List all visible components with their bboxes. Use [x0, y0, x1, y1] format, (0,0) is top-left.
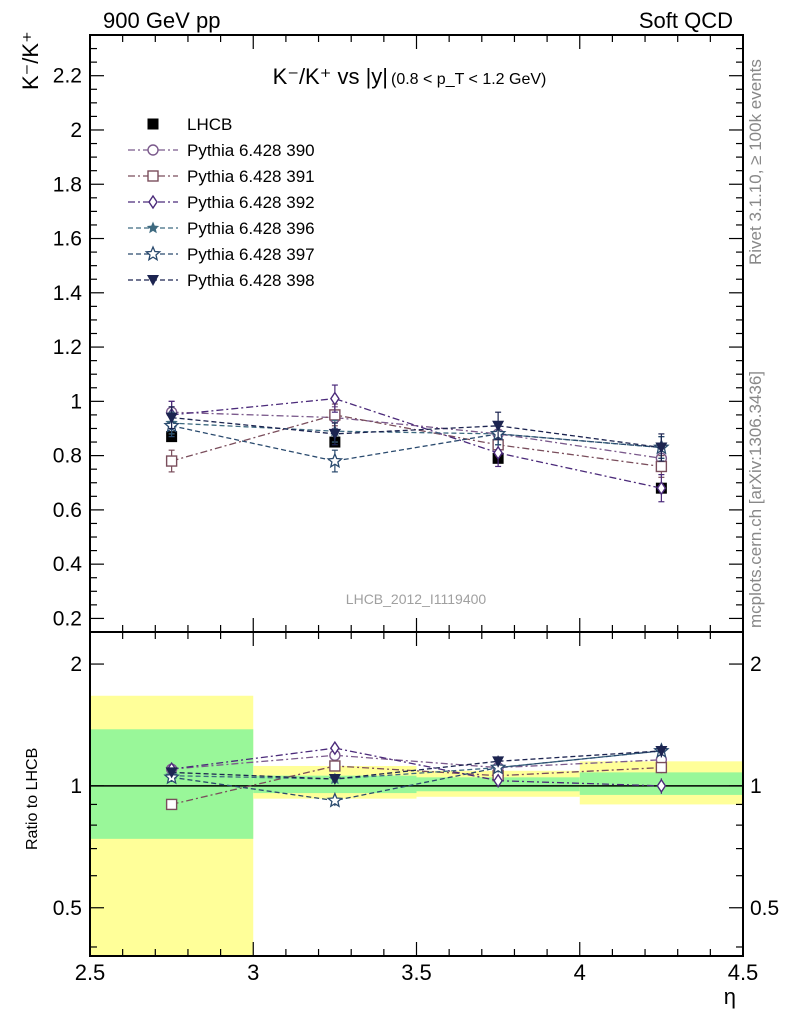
y-tick-label: 0.2	[53, 607, 82, 630]
ratio-point	[656, 778, 667, 794]
ratio-series-line	[171, 750, 662, 802]
x-tick-label: 3.5	[401, 960, 432, 985]
y-axis-title: K⁻/K⁺	[18, 31, 43, 90]
series-point	[655, 460, 668, 473]
series-line	[171, 416, 662, 449]
legend: LHCB Pythia 6.428 390 Pythia 6.428 391 Pyth…	[128, 115, 315, 290]
x-tick-label: 4	[574, 960, 586, 985]
header-right-label: Soft QCD	[639, 8, 733, 33]
series-point	[165, 455, 178, 467]
y-tick-label: 0.6	[53, 499, 82, 522]
ratio-point	[165, 798, 178, 811]
series-line	[171, 411, 662, 459]
series-point	[330, 391, 340, 406]
ratio-series-line	[171, 754, 662, 770]
ratio-point	[330, 740, 340, 756]
ratio-y-tick-label-right: 2	[750, 653, 762, 676]
ratio-point	[492, 756, 505, 768]
ratio-point	[326, 791, 344, 808]
y-tick-label: 1.8	[53, 173, 82, 196]
legend-marker	[146, 221, 160, 234]
main-marks	[163, 384, 670, 503]
x-tick-label: 2.5	[75, 960, 106, 985]
ratio-y-axis-title: Ratio to LHCB	[24, 748, 41, 850]
y-tick-label: 1.6	[53, 228, 82, 251]
series-point	[656, 480, 667, 496]
legend-label: Pythia 6.428 397	[187, 245, 315, 264]
y-tick-label: 0.4	[53, 553, 83, 576]
y-tick-label: 2	[70, 119, 82, 142]
y-tick-label: 1.4	[53, 282, 83, 305]
series-point	[492, 420, 505, 432]
ratio-panel: Ratio to LHCB η	[24, 631, 744, 1009]
ratio-series-line	[171, 750, 662, 780]
ratio-marks	[90, 695, 743, 956]
x-tick-label: 4.5	[728, 960, 759, 985]
series-line	[171, 397, 662, 489]
header-left-label: 900 GeV pp	[103, 8, 220, 33]
side-label-bottom: mcplots.cern.ch [arXiv:1306.3436]	[746, 371, 765, 628]
series-line	[171, 414, 662, 468]
ratio-point	[328, 774, 341, 786]
legend-marker	[148, 194, 158, 210]
ratio-y-tick-label-right: 0.5	[750, 897, 779, 920]
series-point	[655, 442, 668, 454]
y-tick-label: 1.2	[53, 336, 82, 359]
legend-label: Pythia 6.428 391	[187, 167, 315, 186]
ratio-series-line	[171, 750, 662, 780]
x-axis-title: η	[724, 984, 736, 1009]
ratio-point	[165, 767, 178, 779]
legend-marker	[147, 275, 159, 286]
series-point	[328, 428, 341, 440]
series-point	[326, 452, 344, 469]
legend-marker	[147, 170, 159, 182]
main-panel: K⁻/K⁺ K⁻/K⁺ vs |y| (0.8 < p_T < 1.2 GeV)…	[18, 31, 744, 633]
ratio-band-green	[90, 729, 254, 839]
series-point	[165, 412, 178, 424]
ratio-point	[329, 760, 341, 772]
series-line	[171, 425, 662, 462]
ratio-y-tick-label-right: 1	[750, 775, 762, 798]
legend-label: Pythia 6.428 398	[187, 271, 315, 290]
legend-marker	[144, 245, 162, 262]
side-label-top: Rivet 3.1.10, ≥ 100k events	[746, 59, 765, 265]
y-tick-label: 1	[70, 390, 82, 413]
y-tick-label: 0.8	[53, 445, 82, 468]
ratio-y-tick-label: 2	[70, 653, 82, 676]
series-line	[171, 422, 662, 449]
legend-label: Pythia 6.428 390	[187, 141, 315, 160]
ratio-point	[493, 773, 503, 788]
watermark-label: LHCB_2012_I1119400	[346, 591, 487, 607]
legend-label-lhcb: LHCB	[187, 115, 232, 134]
ratio-y-tick-label: 1	[70, 775, 82, 798]
ratio-point	[655, 761, 668, 774]
y-tick-label: 2.2	[53, 65, 82, 88]
legend-label: Pythia 6.428 396	[187, 219, 315, 238]
chart-title: K⁻/K⁺ vs |y|	[273, 64, 388, 89]
chart-title-cut: (0.8 < p_T < 1.2 GeV)	[391, 71, 546, 88]
legend-marker	[147, 144, 159, 156]
x-tick-label: 3	[247, 960, 259, 985]
legend-label: Pythia 6.428 392	[187, 193, 315, 212]
legend-marker-lhcb	[147, 118, 159, 130]
ratio-point	[655, 745, 668, 757]
ratio-y-tick-label: 0.5	[53, 897, 82, 920]
series-point	[493, 445, 503, 461]
